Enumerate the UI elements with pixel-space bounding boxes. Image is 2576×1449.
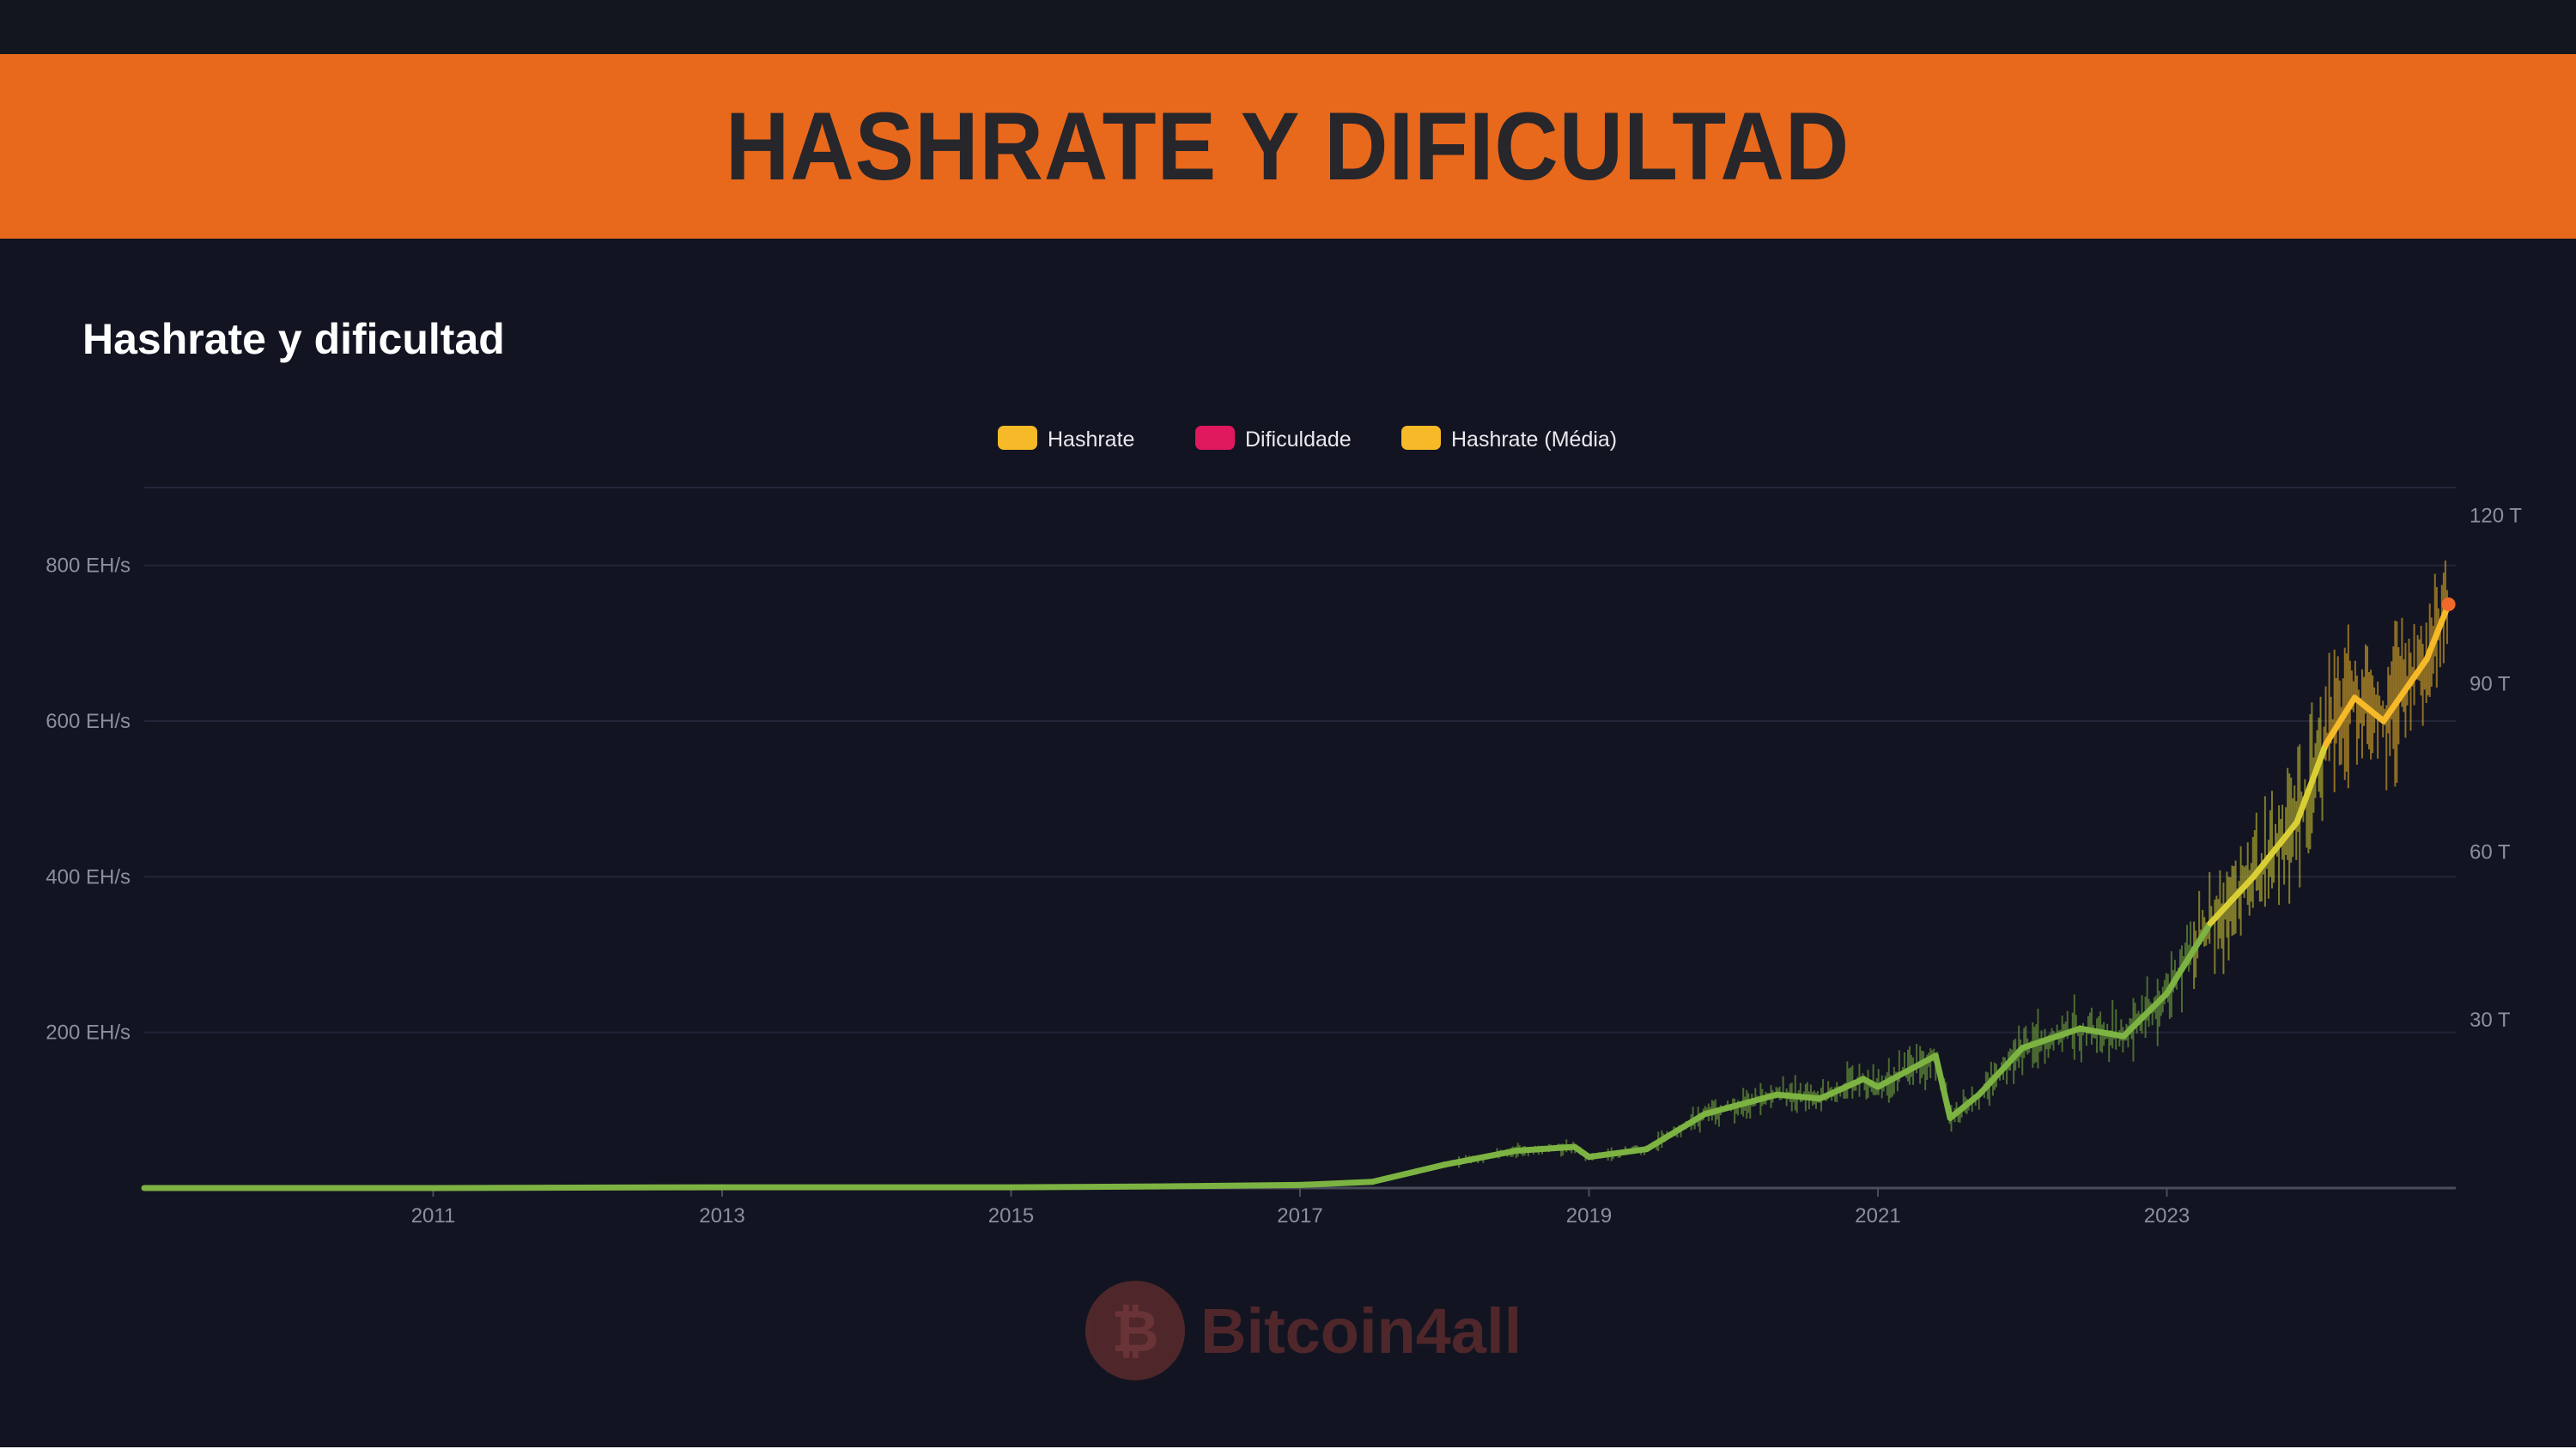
x-tick-label: 2011 bbox=[411, 1204, 456, 1228]
hashrate-avg-segment bbox=[1932, 1052, 1953, 1121]
y-left-tick-label: 800 EH/s bbox=[46, 555, 131, 578]
x-tick-label: 2023 bbox=[2144, 1204, 2190, 1228]
difficulty-line bbox=[144, 603, 2451, 1191]
chart-title: Hashrate y dificultad bbox=[82, 315, 505, 363]
hashrate-avg-segment bbox=[1152, 1181, 1303, 1190]
y-left-tick-label: 400 EH/s bbox=[46, 865, 131, 888]
x-axis: 2011 2013 2015 2017 2019 2021 2023 bbox=[144, 1186, 2456, 1228]
y-axis-left: 200 EH/s 400 EH/s 600 EH/s 800 EH/s bbox=[46, 555, 131, 1045]
legend-label: Hashrate (Média) bbox=[1451, 427, 1617, 452]
y-right-tick-label: 120 T bbox=[2470, 505, 2522, 528]
bitcoin-logo-icon bbox=[1085, 1281, 1185, 1380]
chart-grid bbox=[144, 487, 2456, 1034]
hashrate-avg-segment bbox=[2323, 694, 2358, 748]
legend-swatch bbox=[1195, 426, 1235, 450]
x-tick-label: 2013 bbox=[699, 1204, 744, 1228]
hashrate-avg-segment bbox=[1369, 1161, 1448, 1185]
hashrate-avg-segment bbox=[1008, 1183, 1159, 1191]
hashrate-avg-segment bbox=[1730, 1091, 1780, 1110]
legend-swatch bbox=[1401, 426, 1441, 450]
hashrate-endpoint bbox=[2441, 597, 2456, 611]
bitcoin-logo-glyph: ₿ bbox=[1111, 1298, 1158, 1366]
hashrate-avg-segment bbox=[1513, 1143, 1578, 1154]
hashrate-avg-segment bbox=[2351, 694, 2387, 724]
hashrate-avg-segment bbox=[1947, 1091, 1983, 1121]
y-right-tick-label: 90 T bbox=[2470, 672, 2511, 695]
hashrate-avg-segment bbox=[1701, 1103, 1737, 1118]
hashrate-avg-segment bbox=[2120, 990, 2170, 1040]
hashrate-avg-segment bbox=[1297, 1179, 1376, 1188]
hashrate-avg-segment bbox=[2019, 1025, 2084, 1052]
bottom-strip bbox=[0, 1447, 2576, 1449]
hashrate-avg-segment bbox=[1643, 1111, 1708, 1153]
banner-title: HASHRATE Y DIFICULTAD bbox=[726, 93, 1850, 200]
legend-label: Dificuldade bbox=[1245, 427, 1352, 452]
hashrate-avg-segment bbox=[1817, 1076, 1867, 1102]
legend-label: Hashrate bbox=[1048, 427, 1134, 452]
legend-swatch bbox=[998, 426, 1037, 450]
watermark-text: Bitcoin4all bbox=[1200, 1295, 1522, 1367]
hashrate-avg-segment bbox=[2077, 1025, 2127, 1040]
y-left-tick-label: 200 EH/s bbox=[46, 1022, 131, 1045]
hashrate-avg-segment bbox=[1441, 1147, 1520, 1168]
hashrate-avg-segment bbox=[1874, 1060, 1924, 1090]
y-axis-right: 30 T 60 T 90 T 120 T bbox=[2470, 505, 2522, 1033]
hashrate-avg-segment bbox=[430, 1184, 726, 1191]
hashrate-avg-segment bbox=[2164, 920, 2214, 997]
hashrate-avg-segment bbox=[2250, 819, 2300, 880]
x-tick-label: 2015 bbox=[988, 1204, 1034, 1228]
x-tick-label: 2021 bbox=[1855, 1204, 1900, 1228]
x-tick-label: 2019 bbox=[1566, 1204, 1612, 1228]
legend-item[interactable]: Dificuldade bbox=[1195, 426, 1352, 452]
watermark: ₿ Bitcoin4all bbox=[1085, 1281, 1522, 1380]
y-right-tick-label: 60 T bbox=[2470, 840, 2511, 864]
hashrate-avg-segment bbox=[2423, 601, 2452, 662]
hashrate-avg-segment bbox=[1976, 1045, 2026, 1098]
legend-item[interactable]: Hashrate bbox=[998, 426, 1134, 452]
title-banner: HASHRATE Y DIFICULTAD bbox=[0, 54, 2576, 239]
y-right-tick-label: 30 T bbox=[2470, 1009, 2511, 1032]
hashrate-avg-segment bbox=[1773, 1091, 1824, 1102]
chart-series bbox=[141, 561, 2456, 1191]
y-left-tick-label: 600 EH/s bbox=[46, 710, 131, 733]
hashrate-avg-segment bbox=[2380, 655, 2430, 724]
chart-legend: Hashrate Dificuldade Hashrate (Média) bbox=[998, 426, 1617, 452]
hashrate-avg-segment bbox=[2293, 741, 2330, 826]
hashrate-avg-segment bbox=[1586, 1146, 1650, 1161]
hashrate-avg-segment bbox=[2207, 873, 2257, 927]
x-tick-label: 2017 bbox=[1277, 1204, 1322, 1228]
top-strip bbox=[0, 0, 2576, 54]
legend-item[interactable]: Hashrate (Média) bbox=[1401, 426, 1617, 452]
